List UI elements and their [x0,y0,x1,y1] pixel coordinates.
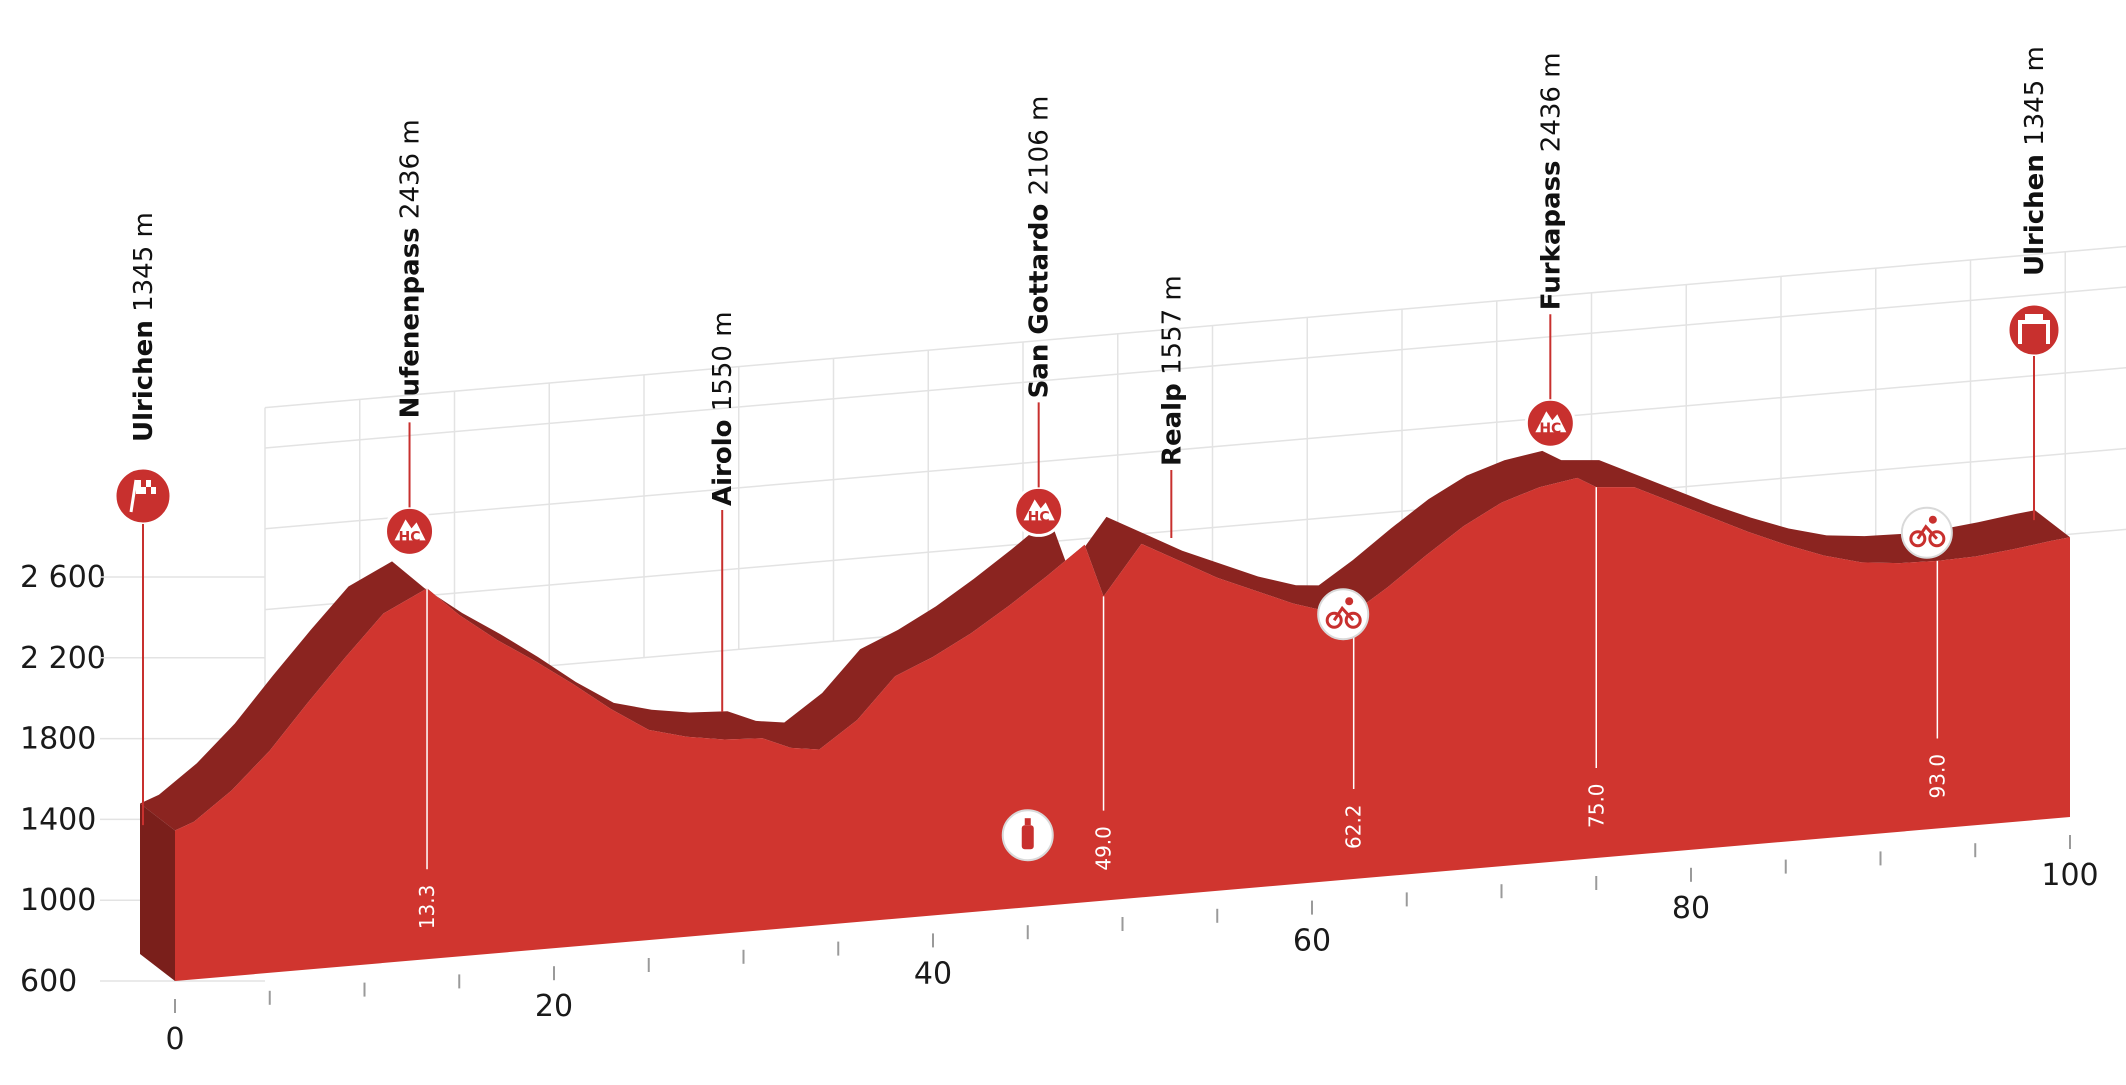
place-name: San Gottardo [1025,204,1055,399]
km-marker: 75.0 [1584,487,1608,828]
cyclist-icon [1317,588,1370,641]
place-text: Furkapass 2436 m [1536,52,1566,310]
profile-left-face [140,803,175,981]
x-tick-label: 40 [914,956,952,991]
place-elevation: 2106 m [1025,96,1055,204]
hc-climb-icon: HC [1524,397,1576,449]
background-grid [264,245,2126,692]
place-label: Ulrichen 1345 m [2006,46,2062,521]
km-marker-label: 93.0 [1925,754,1949,799]
rider-head [1345,597,1354,606]
profile-ridge-band [140,450,2070,831]
wheel [1344,611,1362,629]
grid-line-horizontal [264,286,2126,449]
x-tick-label: 100 [2041,858,2098,893]
grid-line-horizontal [264,447,2126,611]
place-name: Nufenenpass [396,227,426,418]
km-marker: 49.0 [1092,596,1116,871]
y-tick-label: 2 600 [20,560,106,595]
y-tick-label: 1400 [20,802,96,837]
flag-check [141,480,146,487]
cyclist-icon-bg [1317,588,1370,641]
y-tick-label: 1000 [20,883,96,918]
km-marker: 62.2 [1342,612,1366,849]
place-elevation: 1345 m [129,212,159,320]
flag-check [151,480,156,487]
frame [1332,605,1355,622]
wheel [1928,530,1946,548]
place-label: HC Furkapass 2436 m [1524,52,1576,449]
mountain-glyph [1023,499,1055,521]
place-elevation: 2436 m [396,119,426,227]
km-marker-label: 13.3 [415,885,439,930]
finish-arch-icon-bg [2006,302,2062,358]
y-axis: 600 1000 1400 1800 2 200 2 600 [20,560,265,999]
x-tick-label: 20 [535,989,573,1024]
y-tick-label: 2 200 [20,641,106,676]
mountain-glyph [394,519,426,541]
frame [1916,524,1938,540]
place-label: Ulrichen 1345 m [113,212,173,826]
place-elevation: 1550 m [708,311,738,419]
place-label: HC San Gottardo 2106 m [1013,96,1065,537]
start-flag-icon-bg [113,466,173,526]
bottle-body [1021,825,1034,850]
km-marker-label: 75.0 [1584,783,1608,828]
arch-glyph [2018,320,2050,344]
place-name: Ulrichen [129,320,159,442]
hc-climb-icon: HC [1013,485,1065,537]
cyclist-icon [1900,506,1953,559]
hc-climb-icon: HC [384,505,436,557]
flag-check [146,487,151,494]
finish-arch-icon [2006,302,2062,358]
grid-line-horizontal [264,245,2126,409]
km-marker-label: 62.2 [1342,804,1366,849]
wheel [1325,611,1343,629]
hc-label: HC [1539,421,1561,437]
x-tick-label: 0 [165,1022,184,1057]
place-name: Ulrichen [2020,154,2050,276]
x-tick-label: 60 [1293,924,1331,959]
place-text: Realp 1557 m [1157,275,1187,466]
rider-head [1928,515,1937,524]
place-name: Realp [1157,383,1187,466]
place-label: Airolo 1550 m [708,311,738,713]
place-name: Airolo [708,420,738,507]
arch-banner [2025,314,2043,321]
km-marker-label: 49.0 [1092,826,1116,871]
place-elevation: 2436 m [1536,52,1566,160]
km-marker: 13.3 [415,588,439,929]
place-text: Ulrichen 1345 m [2020,46,2050,276]
grid-line-horizontal [264,366,2126,530]
place-elevation: 1345 m [2020,46,2050,154]
wheel [1909,530,1927,548]
place-name: Furkapass [1536,160,1566,310]
x-axis: 0 20 40 60 80 100 [165,835,2099,1057]
hc-label: HC [399,529,421,545]
place-text: Ulrichen 1345 m [129,212,159,442]
mountain-glyph [1535,411,1567,433]
place-text: San Gottardo 2106 m [1025,96,1055,399]
km-marker: 93.0 [1925,560,1949,799]
cyclist-icon-bg [1900,506,1953,559]
flag-pole [129,479,138,513]
place-text: Nufenenpass 2436 m [396,119,426,418]
place-elevation: 1557 m [1157,275,1187,383]
start-flag-icon [113,466,173,526]
bottle-cap [1024,818,1031,826]
y-tick-label: 1800 [20,722,96,757]
place-label: Realp 1557 m [1157,275,1187,539]
bottle-icon [1001,809,1054,862]
y-tick-label: 600 [20,964,77,999]
x-tick-label: 80 [1672,891,1710,926]
place-label: HC Nufenenpass 2436 m [384,119,436,557]
hc-label: HC [1028,509,1050,525]
place-text: Airolo 1550 m [708,311,738,506]
